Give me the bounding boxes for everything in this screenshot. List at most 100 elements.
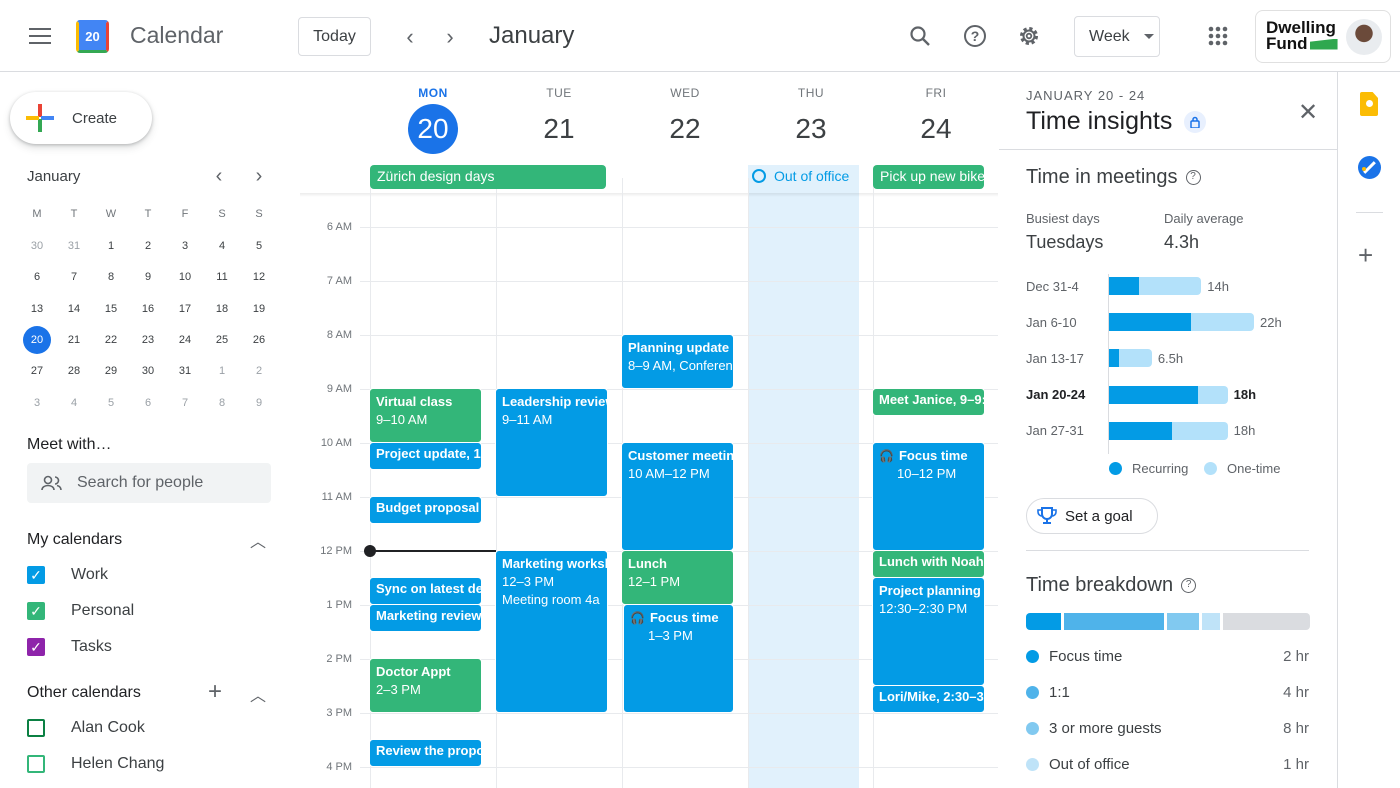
create-button[interactable]: Create — [10, 92, 152, 144]
prev-week-button[interactable]: ‹ — [390, 17, 430, 57]
collapse-other-calendars-button[interactable]: ︿ — [250, 682, 266, 706]
collapse-my-calendars-button[interactable]: ︿ — [250, 528, 266, 552]
mini-day[interactable]: 26 — [252, 333, 266, 346]
day-number[interactable]: 20 — [408, 104, 458, 154]
calendar-event[interactable]: Planning update 8–9 AM, Conference — [621, 334, 734, 389]
mini-day[interactable]: 24 — [178, 333, 192, 346]
calendar-event[interactable]: Lori/Mike, 2:30–3 — [872, 685, 985, 713]
checkbox[interactable]: ✓ — [27, 638, 45, 656]
calendar-item[interactable]: ✓ Personal — [27, 602, 134, 620]
get-addons-button[interactable]: + — [1358, 242, 1373, 268]
day-number[interactable]: 24 — [920, 113, 952, 144]
day-number[interactable]: 22 — [669, 113, 701, 144]
mini-prev-button[interactable]: ‹ — [199, 156, 239, 196]
mini-day[interactable]: 8 — [218, 396, 226, 409]
calendar-event[interactable]: Marketing workshop 12–3 PM Meeting room 4a — [495, 550, 608, 713]
mini-day[interactable]: 8 — [107, 271, 115, 284]
calendar-event[interactable]: Meet Janice, 9–9:30 — [872, 388, 985, 416]
mini-day[interactable]: 4 — [218, 240, 226, 252]
mini-day[interactable]: 31 — [178, 365, 192, 378]
calendar-event[interactable]: Project planning 12:30–2:30 PM — [872, 577, 985, 686]
mini-day[interactable]: 3 — [33, 396, 41, 409]
day-number[interactable]: 21 — [543, 113, 575, 144]
mini-day[interactable]: 12 — [252, 271, 266, 284]
calendar-event[interactable]: Virtual class 9–10 AM — [369, 388, 482, 443]
mini-day[interactable]: 2 — [255, 365, 263, 378]
mini-day[interactable]: 3 — [181, 240, 189, 252]
mini-day[interactable]: 29 — [104, 365, 118, 378]
all-day-event[interactable]: Pick up new bike — [873, 165, 984, 189]
day-header[interactable]: FRI 24 — [873, 86, 999, 154]
calendar-event[interactable]: 🎧 Focus time 10–12 PM — [872, 442, 985, 551]
mini-day[interactable]: 5 — [107, 396, 115, 409]
keep-icon[interactable] — [1360, 92, 1378, 116]
calendar-event[interactable]: Leadership review 9–11 AM — [495, 388, 608, 497]
help-button[interactable]: ? — [955, 16, 995, 56]
mini-day[interactable]: 2 — [144, 240, 152, 252]
settings-button[interactable] — [1009, 16, 1049, 56]
mini-day[interactable]: 1 — [107, 240, 115, 252]
mini-day[interactable]: 14 — [67, 302, 81, 315]
mini-day[interactable]: 11 — [216, 271, 228, 284]
day-header[interactable]: TUE 21 — [496, 86, 622, 154]
view-dropdown[interactable]: Week — [1074, 16, 1160, 57]
calendar-event[interactable]: Customer meeting 10 AM–12 PM — [621, 442, 734, 551]
main-menu-button[interactable] — [20, 16, 60, 56]
mini-day[interactable]: 19 — [252, 302, 266, 315]
mini-day[interactable]: 20 — [23, 325, 51, 354]
calendar-item[interactable]: ✓ Work — [27, 566, 108, 584]
day-header[interactable]: WED 22 — [622, 86, 748, 154]
next-week-button[interactable]: › — [430, 17, 470, 57]
calendar-event[interactable]: Review the proposal — [369, 739, 482, 767]
tasks-icon[interactable] — [1358, 156, 1381, 179]
mini-day[interactable]: 9 — [255, 396, 263, 409]
calendar-event[interactable]: Lunch 12–1 PM — [621, 550, 734, 605]
mini-day[interactable]: 1 — [218, 365, 226, 378]
mini-day[interactable]: 16 — [141, 302, 155, 315]
mini-day[interactable]: 23 — [141, 333, 155, 346]
calendar-item[interactable]: ✓ Tasks — [27, 638, 112, 656]
day-header[interactable]: MON 20 — [370, 86, 496, 154]
all-day-event[interactable]: Zürich design days — [370, 165, 607, 189]
day-header[interactable]: THU 23 — [748, 86, 874, 154]
mini-day[interactable]: 28 — [67, 365, 81, 378]
mini-day[interactable]: 22 — [104, 333, 118, 346]
calendar-event[interactable]: Budget proposal — [369, 496, 482, 524]
checkbox[interactable] — [27, 719, 45, 737]
mini-day[interactable]: 25 — [215, 333, 229, 346]
mini-next-button[interactable]: › — [239, 156, 279, 196]
mini-day[interactable]: 15 — [104, 302, 118, 315]
close-panel-button[interactable]: ✕ — [1288, 92, 1328, 132]
mini-day[interactable]: 31 — [67, 240, 81, 252]
mini-day[interactable]: 18 — [215, 302, 229, 315]
checkbox[interactable]: ✓ — [27, 602, 45, 620]
mini-day[interactable]: 7 — [181, 396, 189, 409]
calendar-event[interactable]: Sync on latest deck — [369, 577, 482, 605]
calendar-event[interactable]: Lunch with Noah — [872, 550, 985, 578]
search-button[interactable] — [900, 16, 940, 56]
mini-day[interactable]: 21 — [67, 333, 81, 346]
out-of-office-chip[interactable]: Out of office — [748, 165, 859, 189]
calendar-event[interactable]: 🎧 Focus time 1–3 PM — [623, 604, 734, 713]
mini-day[interactable]: 7 — [70, 271, 78, 284]
mini-day[interactable]: 30 — [30, 240, 44, 252]
mini-day[interactable]: 10 — [178, 271, 192, 284]
today-button[interactable]: Today — [298, 17, 371, 56]
checkbox[interactable] — [27, 755, 45, 773]
add-calendar-button[interactable]: + — [208, 680, 222, 704]
account-switcher[interactable]: Dwelling Fund — [1255, 10, 1391, 63]
mini-day[interactable]: 27 — [30, 365, 44, 378]
apps-button[interactable] — [1198, 16, 1238, 56]
mini-day[interactable]: 6 — [33, 271, 41, 284]
day-number[interactable]: 23 — [795, 113, 827, 144]
set-goal-button[interactable]: Set a goal — [1026, 498, 1158, 534]
calendar-item[interactable]: Alan Cook — [27, 719, 145, 737]
calendar-item[interactable]: Helen Chang — [27, 755, 164, 773]
mini-day[interactable]: 4 — [70, 396, 78, 409]
calendar-event[interactable]: Doctor Appt 2–3 PM — [369, 658, 482, 713]
calendar-event[interactable]: Project update, 10 — [369, 442, 482, 470]
mini-day[interactable]: 5 — [255, 240, 263, 252]
mini-day[interactable]: 9 — [144, 271, 152, 284]
mini-day[interactable]: 17 — [178, 302, 192, 315]
mini-day[interactable]: 6 — [144, 396, 152, 409]
